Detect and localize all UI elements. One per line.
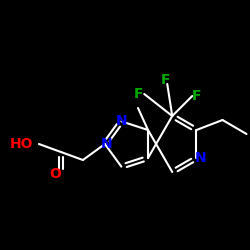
Text: F: F bbox=[192, 89, 201, 103]
Text: HO: HO bbox=[10, 137, 33, 151]
Text: N: N bbox=[101, 137, 113, 151]
Text: O: O bbox=[49, 167, 61, 181]
Text: F: F bbox=[134, 87, 143, 101]
Text: N: N bbox=[116, 114, 127, 128]
Text: N: N bbox=[195, 151, 206, 165]
Text: F: F bbox=[160, 73, 170, 87]
